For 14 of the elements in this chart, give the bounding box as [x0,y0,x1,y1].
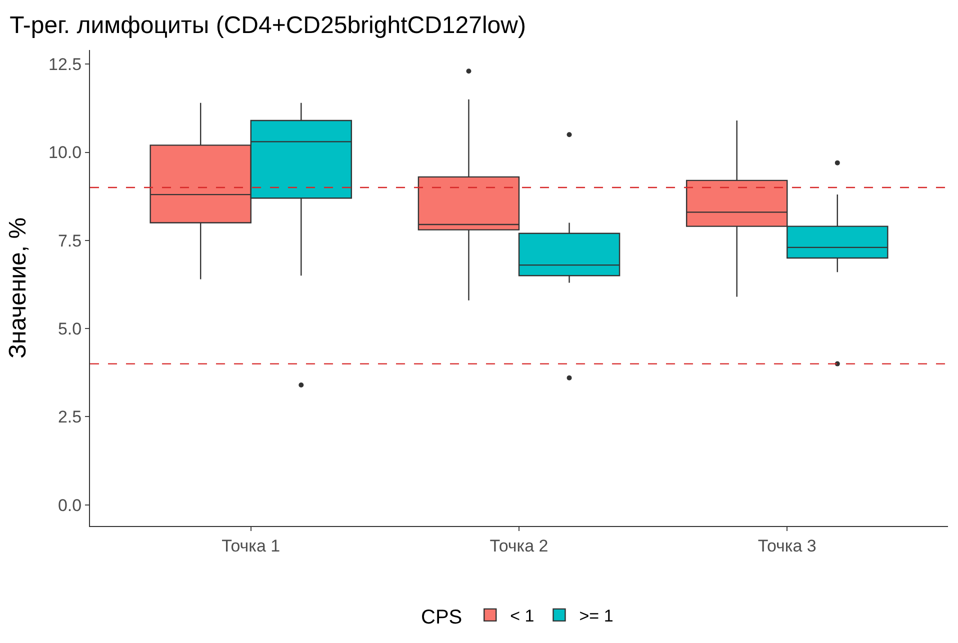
legend-title: CPS [421,606,462,628]
x-tick-label: Точка 1 [222,536,280,556]
y-tick-label: 12.5 [48,55,82,74]
y-axis-title: Значение, % [4,217,32,359]
y-tick-label: 10.0 [48,143,82,162]
y-tick-label: 7.5 [58,231,82,250]
x-tick-label: Точка 3 [758,536,816,556]
y-tick-label: 5.0 [58,320,82,338]
y-tick-label: 0.0 [58,496,82,515]
legend-label: >= 1 [579,606,614,626]
x-tick-label: Точка 2 [490,536,548,556]
chart-title: T-рег. лимфоциты (CD4+CD25brightCD127low) [10,12,526,39]
legend-label: < 1 [510,606,534,626]
y-tick-label: 2.5 [58,408,82,427]
